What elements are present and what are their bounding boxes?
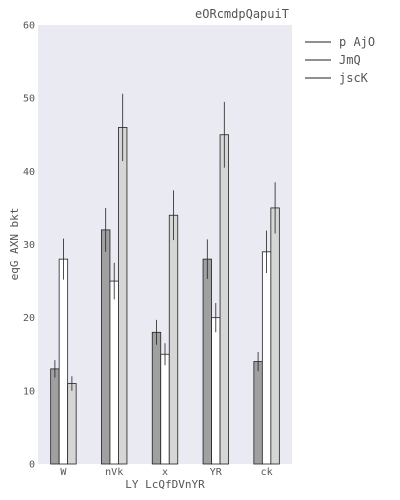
y-tick-label-1: 10 <box>23 386 35 397</box>
bar-1-3 <box>212 318 221 464</box>
x-tick-label-4: ck <box>261 467 273 478</box>
y-tick-label-4: 40 <box>23 167 35 178</box>
bar-2-4 <box>271 208 280 464</box>
x-tick-label-2: x <box>162 467 168 478</box>
legend-label-1: JmQ <box>339 53 361 67</box>
bar-1-4 <box>262 252 271 464</box>
bar-1-1 <box>110 281 119 464</box>
y-axis-label: eqG AXN bkt <box>8 208 21 281</box>
bar-0-1 <box>101 230 110 464</box>
bar-2-3 <box>220 135 229 464</box>
legend: p AjO JmQ jscK <box>305 35 375 85</box>
chart-title: eORcmdpQapuiT <box>195 7 289 21</box>
bar-0-2 <box>152 332 161 464</box>
y-tick-label-5: 50 <box>23 94 35 105</box>
bar-1-0 <box>59 259 68 464</box>
y-tick-label-6: 60 <box>23 21 35 32</box>
bar-0-0 <box>51 369 60 464</box>
bar-2-1 <box>118 127 127 464</box>
x-tick-label-3: YR <box>210 467 223 478</box>
y-tick-label-3: 30 <box>23 240 35 251</box>
x-tick-label-1: nVk <box>105 467 123 478</box>
legend-label-0: p AjO <box>339 35 375 49</box>
x-axis-label: LY LcQfDVnYR <box>125 478 205 491</box>
x-tick-label-0: W <box>60 467 67 478</box>
bar-2-0 <box>68 384 77 464</box>
y-ticks: 0 10 20 30 40 50 60 <box>23 21 35 471</box>
y-tick-label-2: 20 <box>23 313 35 324</box>
legend-label-2: jscK <box>339 71 369 85</box>
bar-0-4 <box>254 362 263 464</box>
bar-2-2 <box>169 215 178 464</box>
bar-0-3 <box>203 259 212 464</box>
bar-1-2 <box>161 354 170 464</box>
y-tick-label-0: 0 <box>29 460 35 471</box>
